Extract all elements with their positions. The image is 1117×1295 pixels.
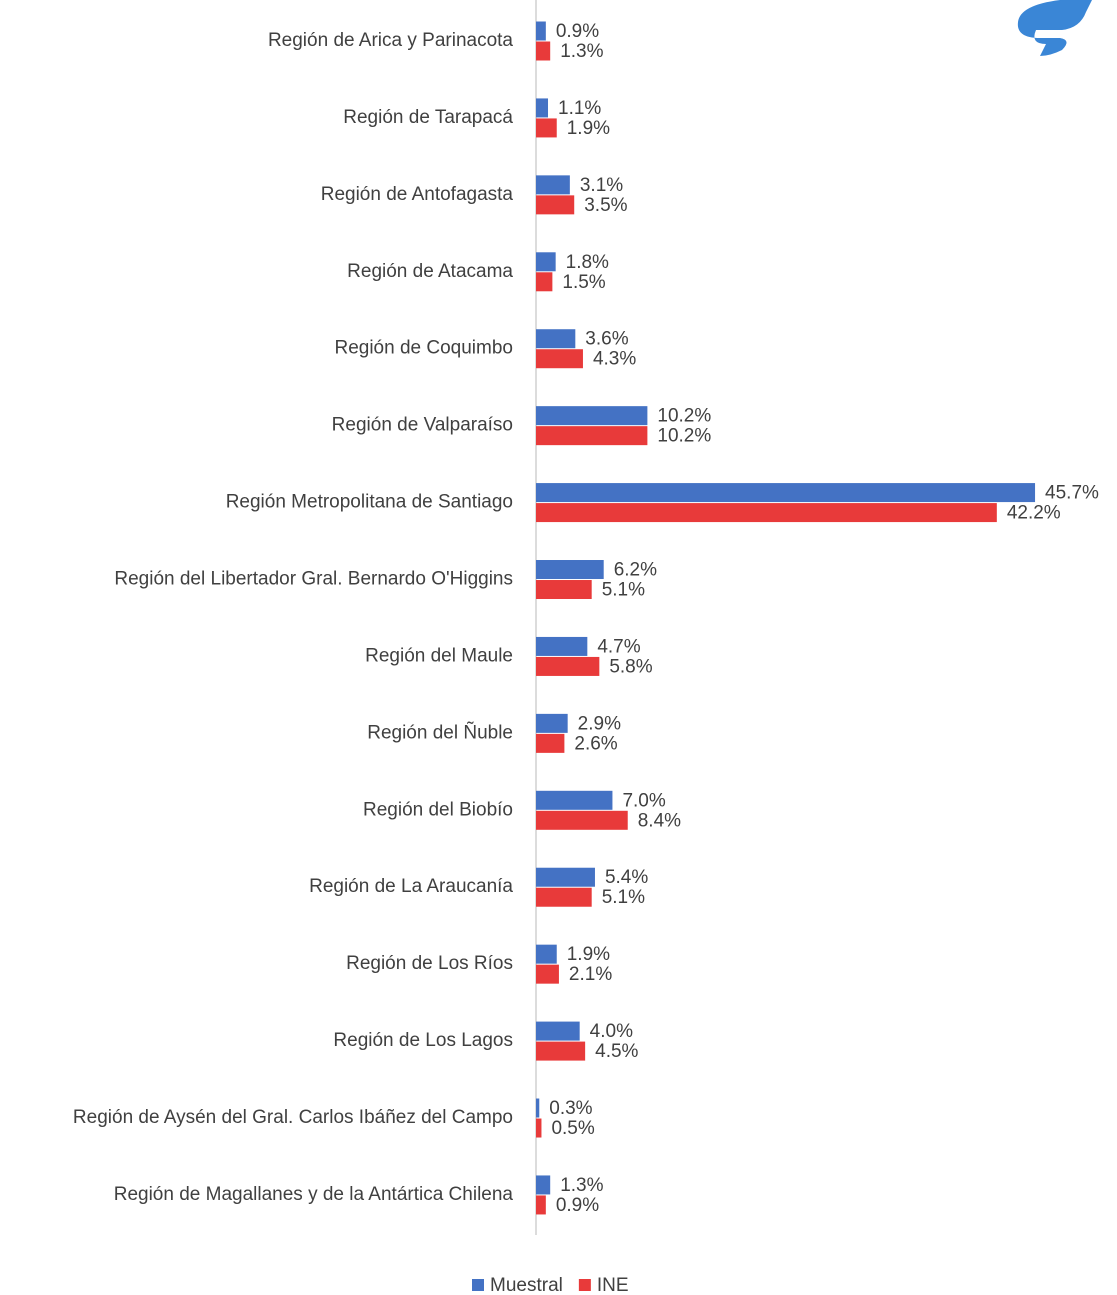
value-label: 3.5% — [584, 195, 627, 216]
bar — [536, 733, 565, 753]
value-label: 0.5% — [551, 1118, 594, 1139]
category-label: Región de Los Ríos — [346, 953, 513, 974]
legend-label: INE — [597, 1275, 629, 1295]
bar — [536, 175, 570, 195]
value-label: 1.9% — [567, 118, 610, 139]
legend-label: Muestral — [490, 1275, 563, 1295]
value-label: 4.0% — [590, 1021, 633, 1042]
value-label: 10.2% — [657, 406, 711, 427]
value-label: 0.9% — [556, 21, 599, 42]
value-label: 1.3% — [560, 41, 603, 62]
bar — [536, 656, 600, 676]
bar — [536, 1118, 542, 1138]
bar — [536, 349, 583, 369]
category-label: Región del Biobío — [363, 799, 513, 820]
value-label: 0.9% — [556, 1195, 599, 1216]
value-label: 2.6% — [574, 733, 617, 754]
category-label: Región de Coquimbo — [334, 338, 513, 359]
value-label: 1.1% — [558, 98, 601, 119]
category-label: Región de Valparaíso — [332, 415, 513, 436]
value-label: 0.3% — [549, 1098, 592, 1119]
value-label: 6.2% — [614, 560, 657, 581]
category-label: Región del Ñuble — [367, 721, 513, 743]
category-label: Región de Tarapacá — [343, 107, 513, 128]
value-label: 42.2% — [1007, 503, 1061, 524]
bar — [536, 636, 588, 656]
value-label: 1.3% — [560, 1175, 603, 1196]
logo — [1017, 0, 1092, 56]
category-label: Región del Maule — [365, 645, 513, 666]
bar — [536, 406, 648, 426]
value-label: 10.2% — [657, 426, 711, 447]
category-label: Región de Aysén del Gral. Carlos Ibáñez … — [73, 1107, 513, 1128]
bar — [536, 426, 648, 446]
bar — [536, 944, 557, 964]
bar — [536, 21, 546, 41]
value-label: 3.6% — [585, 329, 628, 350]
bar — [536, 580, 592, 600]
value-label: 2.9% — [578, 713, 621, 734]
value-label: 4.5% — [595, 1041, 638, 1062]
value-label: 3.1% — [580, 175, 623, 196]
category-label: Región de Arica y Parinacota — [268, 30, 513, 51]
bar — [536, 867, 595, 887]
category-label: Región de Magallanes y de la Antártica C… — [114, 1184, 514, 1205]
bar — [536, 483, 1036, 503]
bar — [536, 195, 575, 215]
value-label: 1.9% — [567, 944, 610, 965]
bar — [536, 1098, 540, 1118]
value-label: 1.5% — [562, 272, 605, 293]
legend-swatch — [578, 1279, 591, 1291]
bar — [536, 790, 613, 810]
category-label: Región de Atacama — [347, 261, 513, 282]
bar — [536, 887, 592, 907]
category-label: Región del Libertador Gral. Bernardo O'H… — [114, 569, 513, 590]
value-label: 45.7% — [1045, 483, 1099, 504]
bar — [536, 98, 549, 118]
value-label: 4.7% — [597, 636, 640, 657]
bar — [536, 41, 551, 61]
bar — [536, 1195, 546, 1215]
value-label: 4.3% — [593, 349, 636, 370]
bar — [536, 1041, 586, 1061]
bar — [536, 810, 628, 830]
value-label: 2.1% — [569, 964, 612, 985]
value-label: 5.1% — [602, 580, 645, 601]
category-label: Región de La Araucanía — [309, 876, 513, 897]
bar — [536, 252, 556, 272]
bar — [536, 272, 553, 292]
bar — [536, 1175, 551, 1195]
value-label: 8.4% — [638, 810, 681, 831]
bar — [536, 503, 997, 523]
bar — [536, 118, 557, 138]
value-label: 5.4% — [605, 867, 648, 888]
bar — [536, 329, 576, 349]
legend-swatch — [472, 1279, 484, 1291]
bar — [536, 1021, 580, 1041]
bar — [536, 560, 604, 580]
bar — [536, 713, 568, 733]
bar — [536, 964, 559, 984]
category-label: Región de Los Lagos — [333, 1030, 513, 1051]
value-label: 5.1% — [602, 887, 645, 908]
value-label: 1.8% — [566, 252, 609, 273]
value-label: 5.8% — [609, 656, 652, 677]
value-label: 7.0% — [622, 790, 665, 811]
category-label: Región de Antofagasta — [321, 184, 514, 205]
category-label: Región Metropolitana de Santiago — [226, 492, 513, 513]
